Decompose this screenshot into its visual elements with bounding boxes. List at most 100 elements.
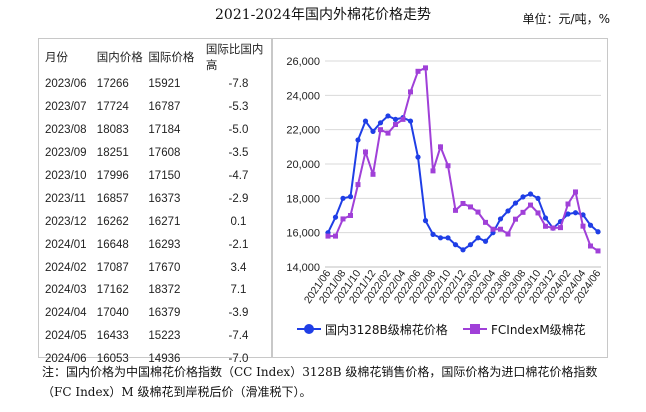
domestic-price-point [377,120,384,126]
cell-month: 2023/07 [45,101,87,114]
cell-difference: -3.9 [228,307,249,320]
cell-international-price: 17670 [148,261,181,274]
cell-month: 2023/09 [45,147,87,160]
domestic-price-line [327,114,599,252]
table-row: 2024/03 17162 18372 7.1 [41,279,271,302]
domestic-price-point [467,242,474,248]
legend-international-label: FCIndexM级棉花 [491,322,586,337]
domestic-price-point [475,235,481,241]
cell-domestic-price: 16433 [96,330,129,343]
domestic-price-point [422,218,429,224]
y-tick-label: 26,000 [286,56,320,68]
table-row: 2024/01 16648 16293 -2.1 [41,233,271,256]
cell-month: 2024/02 [45,261,87,274]
international-price-point [453,207,458,213]
domestic-price-point [587,222,594,228]
domestic-price-point [512,200,519,206]
header-international-price: 国际价格 [148,52,195,64]
y-tick-label: 14,000 [286,262,320,274]
cell-international-price: 16373 [148,192,181,205]
table-row: 2024/06 16053 14936 -7.0 [41,348,271,371]
international-price-point [348,213,353,218]
chart-panel: 14,000 16,000 18,000 20,000 22,000 24,000 26,0… [272,38,608,358]
cell-international-price: 16787 [148,101,181,114]
cell-domestic-price: 17724 [96,101,129,114]
cell-month: 2024/04 [45,307,87,320]
domestic-price-point [520,194,526,200]
domestic-price-point [340,195,346,201]
domestic-price-point [415,154,421,160]
footnote: 注：国内价格为中国棉花价格指数（CC Index）3128B 级棉花销售价格，国… [42,365,598,399]
cell-domestic-price: 17162 [96,284,129,297]
table-row: 2024/05 16433 15223 -7.4 [41,325,271,348]
domestic-price-point [392,116,399,122]
international-price-point [468,204,473,210]
table-row: 2023/12 16262 16271 0.1 [41,210,271,233]
cell-month: 2024/01 [45,238,87,251]
cell-month: 2023/06 [45,78,87,91]
domestic-price-point [332,214,339,220]
international-price-point [535,210,541,216]
legend-domestic-marker [304,324,314,334]
cell-international-price: 14936 [148,353,181,366]
domestic-price-point [385,113,391,119]
cell-international-price: 16379 [148,307,181,320]
international-price-point [543,223,548,229]
y-tick-label: 20,000 [286,159,320,171]
cell-month: 2024/03 [45,284,87,297]
domestic-price-point [355,137,361,143]
table-row: 2023/07 17724 16787 -5.3 [41,96,271,119]
international-price-point [400,116,406,122]
international-price-point [483,219,488,225]
domestic-price-point [347,194,354,200]
international-price-point [378,127,383,133]
international-price-point [333,233,338,239]
table-row: 2023/08 18083 17184 -5.0 [41,119,271,142]
header-difference: 国际比国内高 [205,44,264,72]
cell-international-price: 16293 [148,238,181,251]
y-tick-label: 24,000 [286,90,320,102]
international-price-point [588,243,593,249]
domestic-price-point [535,195,541,202]
cell-domestic-price: 16857 [96,192,129,205]
international-price-point [325,233,331,239]
y-tick-label: 16,000 [286,228,320,240]
domestic-price-point [407,118,414,124]
international-price-point [430,168,436,174]
cell-domestic-price: 18083 [96,124,129,137]
international-price-point [355,182,361,188]
price-table-panel: 月份 国内价格 国际价格 国际比国内高 2023/06 17266 15921 -7.… [38,38,272,365]
domestic-price-point [572,210,579,216]
cell-difference: -2.1 [228,238,249,251]
cell-international-price: 15921 [148,78,181,91]
international-price-point [595,248,601,254]
y-tick-label: 18,000 [286,193,320,205]
cell-international-price: 17184 [148,124,181,137]
table-row: 2023/09 18251 17608 -3.5 [41,142,271,165]
cell-month: 2024/05 [45,330,87,343]
cell-international-price: 17608 [148,147,181,160]
international-price-point [528,202,533,208]
cell-international-price: 16271 [148,215,181,228]
cell-difference: 7.1 [230,284,247,297]
y-tick-label: 22,000 [286,125,320,137]
domestic-price-point [445,235,451,241]
international-price-point [340,216,346,222]
cell-domestic-price: 17266 [96,78,129,91]
cell-international-price: 18372 [148,284,181,297]
cell-domestic-price: 16053 [96,353,129,366]
cell-domestic-price: 17040 [96,307,129,320]
unit-label: 单位：元/吨，% [522,12,610,26]
header-domestic-price: 国内价格 [96,52,143,64]
domestic-price-point [595,229,601,235]
domestic-price-point [430,231,436,237]
international-price-point [363,149,368,155]
legend-domestic-label: 国内3128B级棉花价格 [325,322,448,337]
header-month: 月份 [45,52,68,64]
international-price-point [370,171,376,177]
domestic-price-point [362,118,369,124]
legend-international-marker [470,324,480,334]
international-price-point [408,89,413,95]
international-price-point [558,225,563,231]
cell-month: 2023/12 [45,215,87,228]
